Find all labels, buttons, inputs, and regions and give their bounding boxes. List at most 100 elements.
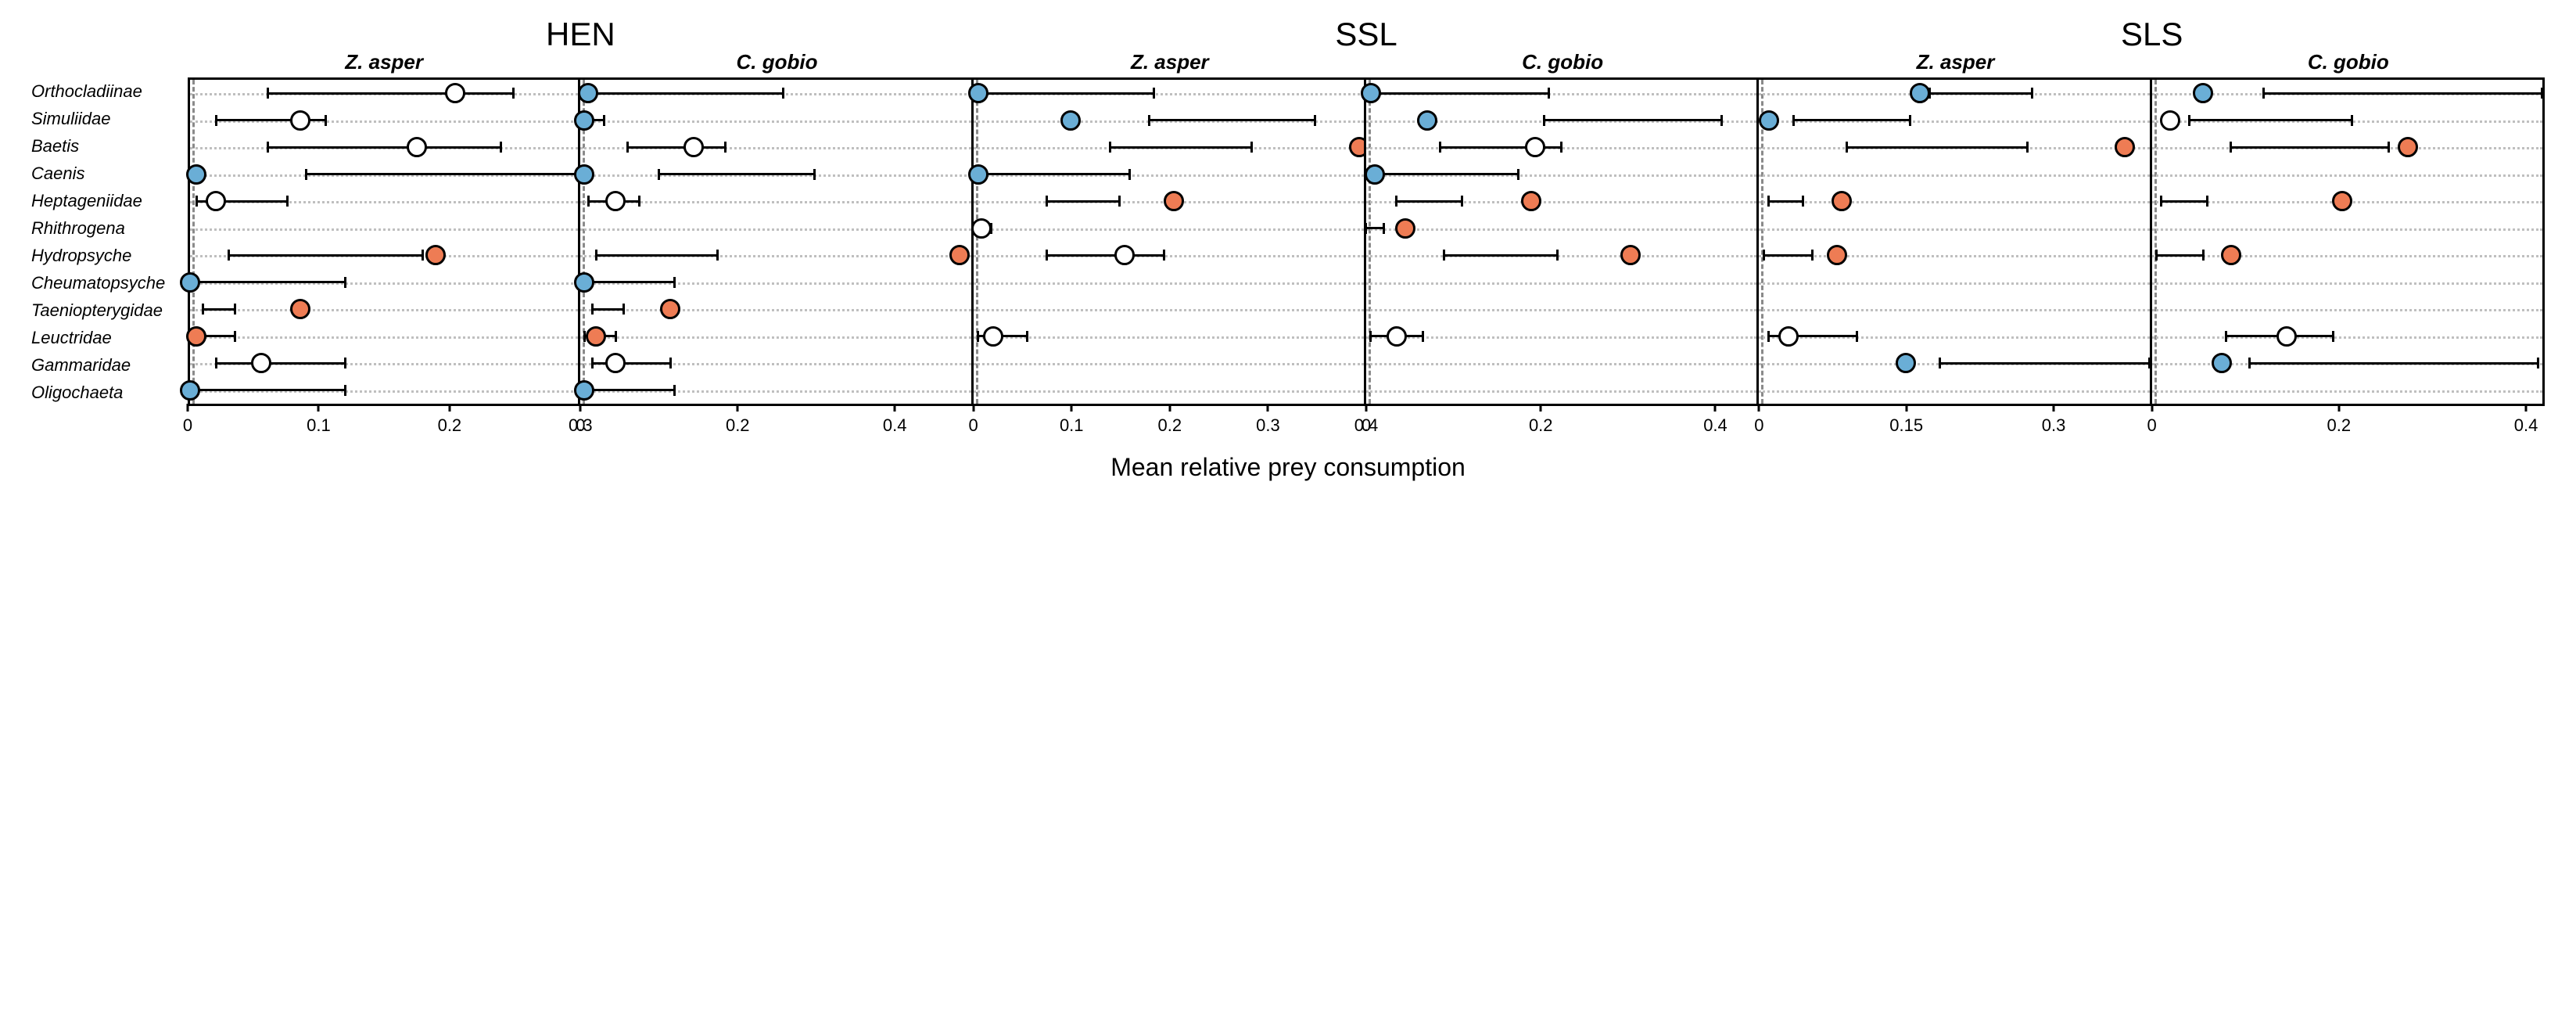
- plot-area: [1364, 77, 1759, 406]
- error-bar-cap-hi: [2388, 142, 2390, 153]
- x-tick-label: 0.4: [1703, 415, 1727, 436]
- error-bar-cap-hi: [669, 358, 672, 368]
- y-label: Hydropsyche: [31, 247, 180, 264]
- y-label: Oligochaeta: [31, 384, 180, 401]
- zero-reference-line: [192, 80, 195, 404]
- data-point: [1620, 245, 1641, 265]
- x-tick-mark: [1267, 404, 1269, 412]
- row-gridline: [2152, 174, 2542, 177]
- data-point: [574, 272, 594, 293]
- error-bar-cap-hi: [2351, 115, 2353, 126]
- error-bar-cap-hi: [2026, 142, 2029, 153]
- data-point: [290, 299, 310, 319]
- panel: 00.10.20.30.4: [974, 77, 1366, 448]
- error-bar: [2231, 146, 2389, 149]
- error-bar-cap-lo: [1148, 115, 1150, 126]
- x-tick-label: 0.1: [1060, 415, 1084, 436]
- data-point: [1827, 245, 1847, 265]
- error-bar: [1366, 227, 1383, 229]
- x-tick-mark: [318, 404, 320, 412]
- error-bar-cap-hi: [813, 169, 816, 180]
- panel: 00.20.4: [580, 77, 973, 448]
- error-bar: [1764, 254, 1813, 257]
- data-point: [1395, 218, 1415, 239]
- error-bar-cap-lo: [1046, 196, 1048, 207]
- error-bar-cap-lo: [591, 304, 594, 315]
- row-gridline: [974, 255, 1364, 257]
- plot-body: OrthocladiinaeSimuliidaeBaetisCaenisHept…: [31, 77, 2545, 448]
- data-point: [1832, 191, 1852, 211]
- row-gridline: [974, 228, 1364, 231]
- error-bar-cap-lo: [2188, 115, 2190, 126]
- data-point: [251, 353, 271, 373]
- x-ticks: 00.150.3: [1759, 406, 2151, 448]
- data-point: [586, 326, 606, 347]
- data-point: [2398, 137, 2418, 157]
- data-point: [1114, 245, 1135, 265]
- species-title-1: C. gobio: [580, 50, 973, 74]
- x-tick-label: 0.2: [438, 415, 462, 436]
- data-point: [1521, 191, 1541, 211]
- error-bar-cap-hi: [344, 358, 346, 368]
- error-bar: [1397, 200, 1462, 203]
- error-bar-cap-hi: [1802, 196, 1804, 207]
- error-bar-cap-hi: [2206, 196, 2208, 207]
- row-gridline: [1759, 201, 2149, 203]
- x-tick-mark: [579, 404, 582, 412]
- x-tick-label: 0: [969, 415, 978, 436]
- error-bar-cap-hi: [1517, 169, 1519, 180]
- data-point: [186, 164, 206, 185]
- x-tick-mark: [894, 404, 896, 412]
- error-bar: [658, 173, 815, 175]
- site-title-row: HEN SSL SLS: [31, 16, 2545, 53]
- row-gridline: [190, 228, 578, 231]
- row-gridline: [974, 282, 1364, 285]
- x-tick-mark: [972, 404, 974, 412]
- error-bar-cap-hi: [1118, 196, 1121, 207]
- error-bar: [2157, 254, 2203, 257]
- row-gridline: [1366, 282, 1756, 285]
- error-bar: [1149, 119, 1315, 121]
- data-point: [1759, 110, 1779, 131]
- species-title-0: Z. asper: [188, 50, 580, 74]
- data-point: [683, 137, 704, 157]
- error-bar-cap-hi: [673, 277, 676, 288]
- row-gridline: [1759, 255, 2149, 257]
- row-gridline: [1366, 363, 1756, 365]
- error-bar: [196, 389, 345, 391]
- error-bar-cap-hi: [1250, 142, 1253, 153]
- error-bar-cap-lo: [2160, 196, 2162, 207]
- data-point: [2276, 326, 2297, 347]
- data-point: [2160, 110, 2180, 131]
- error-bar-cap-lo: [977, 331, 979, 342]
- x-tick-mark: [1168, 404, 1171, 412]
- error-bar: [1046, 254, 1164, 257]
- error-bar-cap-lo: [1792, 115, 1795, 126]
- x-tick-label: 0.3: [2042, 415, 2066, 436]
- error-bar-cap-lo: [228, 250, 230, 261]
- error-bar-cap-lo: [1046, 250, 1048, 261]
- data-point: [1387, 326, 1407, 347]
- x-axis-label: Mean relative prey consumption: [1110, 453, 1466, 482]
- site-title-hen: HEN: [188, 16, 974, 53]
- error-bar-cap-lo: [1763, 250, 1765, 261]
- error-bar-cap-hi: [2031, 88, 2033, 99]
- error-bar-cap-hi: [344, 385, 346, 396]
- error-bar: [1930, 92, 2032, 95]
- data-point: [1525, 137, 1545, 157]
- zero-reference-line: [1369, 80, 1371, 404]
- error-bar-cap-hi: [1811, 250, 1814, 261]
- data-point: [605, 353, 626, 373]
- x-tick-label: 0: [183, 415, 192, 436]
- data-point: [1417, 110, 1437, 131]
- error-bar-cap-lo: [587, 196, 590, 207]
- error-bar-cap-hi: [2537, 358, 2539, 368]
- error-bar: [1544, 119, 1721, 121]
- panel: 00.150.3: [1759, 77, 2151, 448]
- x-tick-mark: [1758, 404, 1760, 412]
- data-point: [186, 326, 206, 347]
- error-bar-cap-lo: [196, 196, 198, 207]
- error-bar: [229, 254, 423, 257]
- error-bar: [2263, 92, 2542, 95]
- x-tick-mark: [1071, 404, 1073, 412]
